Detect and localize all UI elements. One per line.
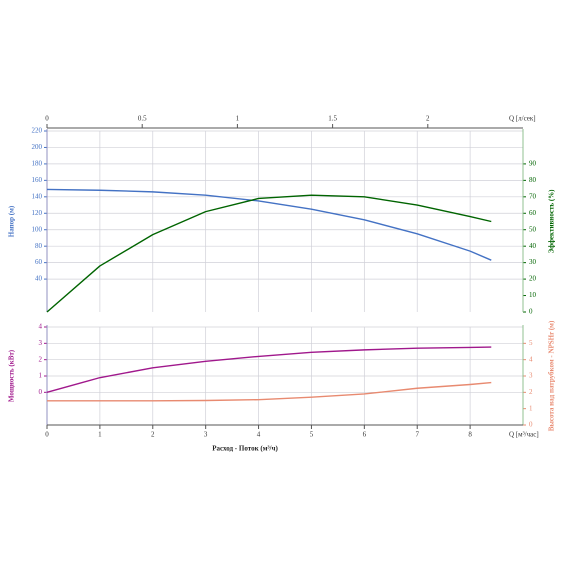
y-tick-label: 40 (35, 275, 43, 283)
series-line (46, 346, 492, 394)
x-tick-label: 4 (257, 431, 261, 439)
x-axis-title: Расход - Поток (м³/ч) (212, 445, 278, 453)
x-tick-label: 2 (151, 431, 155, 439)
y2-axis-title: Высота над патрубком - NPSHr (м) (548, 320, 556, 431)
y2-tick-label: 2 (529, 388, 533, 396)
y-tick-label: 0 (39, 388, 43, 396)
y-tick-label: 1 (39, 372, 43, 380)
y2-tick-label: 1 (529, 404, 533, 412)
x-tick-label: 8 (468, 431, 472, 439)
series-line (46, 188, 492, 261)
series-line (46, 194, 492, 313)
x-tick-label: 0 (45, 431, 49, 439)
y-tick-label: 4 (39, 323, 43, 331)
y2-tick-label: 60 (529, 209, 537, 217)
y2-tick-label: 40 (529, 242, 537, 250)
x-tick-label: 1 (98, 431, 102, 439)
y-tick-label: 120 (32, 209, 43, 217)
y-tick-label: 140 (32, 192, 43, 200)
x2-axis-title: Q [л/сек] (509, 115, 536, 123)
x2-tick-label: 1 (236, 115, 240, 123)
y2-tick-label: 20 (529, 275, 537, 283)
y2-tick-label: 10 (529, 291, 537, 299)
y2-tick-label: 4 (529, 355, 533, 363)
y2-tick-label: 50 (529, 225, 537, 233)
x2-tick-label: 1.5 (328, 115, 337, 123)
y-axis-title: Мощность (кВт) (8, 349, 16, 402)
y2-tick-label: 90 (529, 160, 537, 168)
y-tick-label: 3 (39, 339, 43, 347)
x2-tick-label: 2 (426, 115, 430, 123)
y-tick-label: 80 (35, 242, 43, 250)
series-line (47, 381, 492, 402)
x-unit: Q [м³/час] (509, 431, 539, 439)
y-tick-label: 200 (32, 143, 43, 151)
x-tick-label: 3 (204, 431, 208, 439)
y2-axis-title: Эффективность (%) (548, 189, 556, 254)
x-tick-label: 5 (310, 431, 314, 439)
y-tick-label: 100 (32, 225, 43, 233)
y-axis-title: Напор (м) (8, 205, 16, 237)
y2-tick-label: 30 (529, 258, 537, 266)
y-tick-label: 60 (35, 258, 43, 266)
y-tick-label: 180 (32, 160, 43, 168)
y2-tick-label: 5 (529, 339, 533, 347)
y2-tick-label: 0 (529, 308, 533, 316)
y-tick-label: 160 (32, 176, 43, 184)
y2-tick-label: 80 (529, 176, 537, 184)
y2-tick-label: 0 (529, 421, 533, 429)
y-tick-label: 2 (39, 355, 43, 363)
x-tick-label: 7 (415, 431, 419, 439)
y-tick-label: 220 (32, 127, 43, 135)
y2-tick-label: 70 (529, 192, 537, 200)
x-tick-label: 6 (363, 431, 367, 439)
x2-tick-label: 0.5 (138, 115, 147, 123)
x2-tick-label: 0 (45, 115, 49, 123)
y2-tick-label: 3 (529, 372, 533, 380)
